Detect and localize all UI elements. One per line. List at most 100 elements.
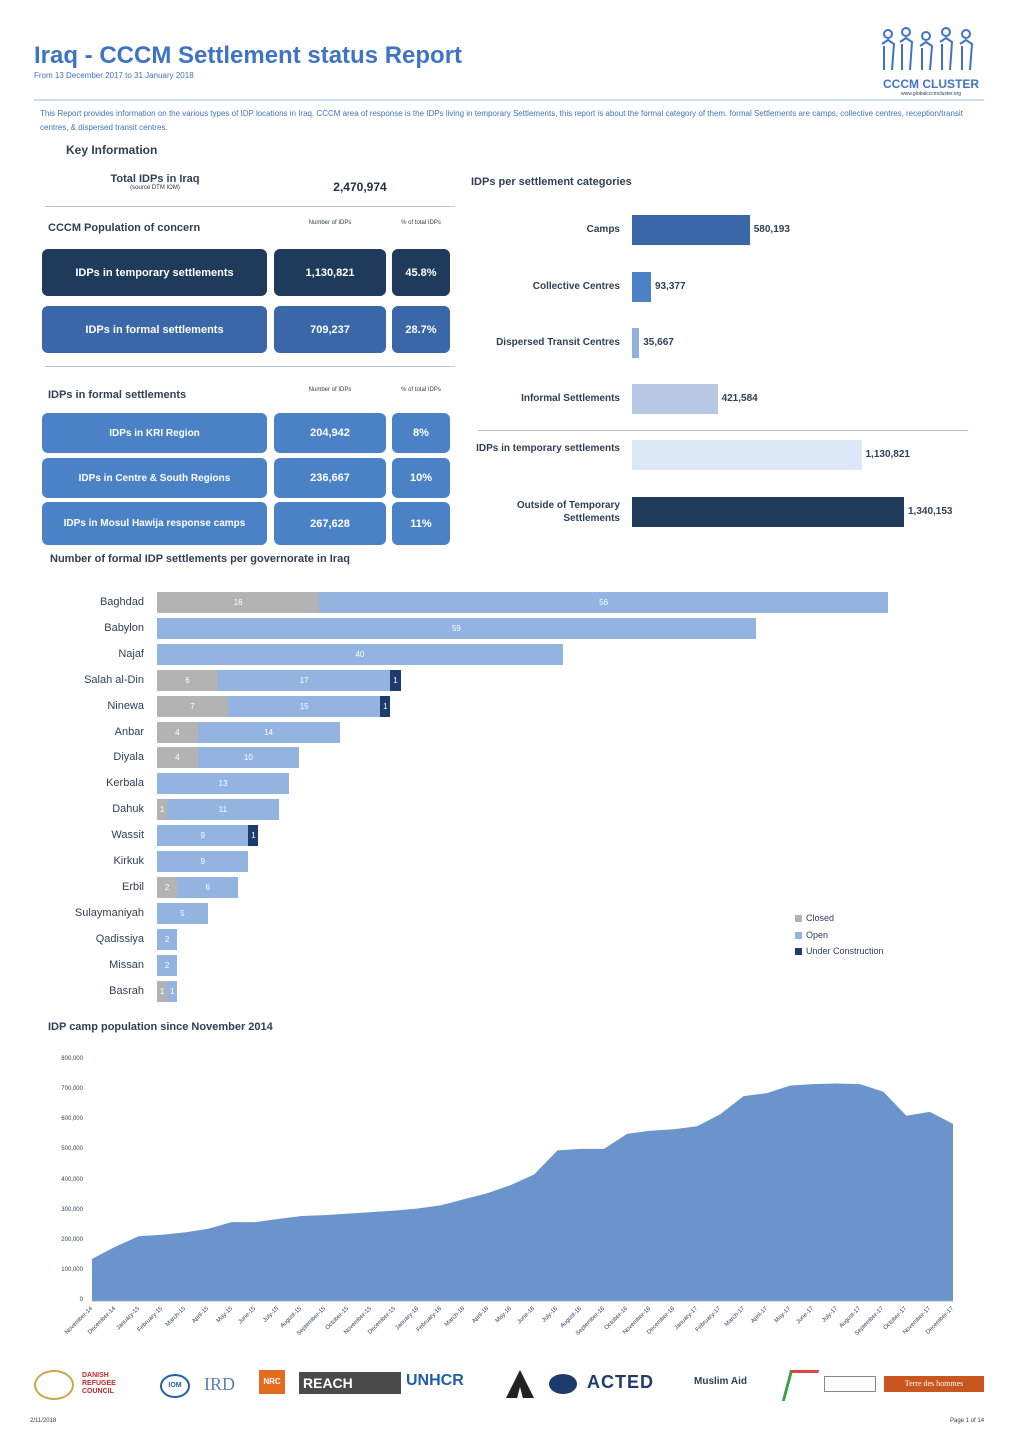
governorate-label: Anbar: [114, 725, 144, 738]
bar-idps-in-temporary-settlements: [632, 440, 862, 470]
acted-logo: ACTED: [587, 1372, 654, 1392]
y-tick-label: 800,000: [61, 1056, 83, 1062]
governorate-label: Erbil: [121, 880, 144, 893]
total-idps-block: Total IDPs in Iraq (source DTM IOM): [60, 173, 250, 191]
key-info-heading: Key Information: [66, 143, 158, 157]
bar-value-informal-settlements: 421,584: [721, 393, 758, 404]
bar-under-construction-salah-al-din: 1: [390, 669, 401, 691]
category-label: Dispersed Transit Centres: [496, 337, 620, 348]
governorate-label: Kirkuk: [113, 855, 144, 867]
formal-heading: IDPs in formal settlements: [48, 389, 187, 401]
kri-number: 204,942: [274, 413, 386, 453]
categories-divider: [478, 430, 968, 431]
bar-closed-erbil: 2: [157, 876, 178, 898]
y-tick-label: 200,000: [61, 1236, 83, 1243]
bar-closed-anbar: 4: [157, 721, 198, 743]
y-tick-label: 400,000: [61, 1176, 83, 1183]
legend-open-swatch: [795, 931, 802, 939]
divider: [45, 366, 455, 367]
legend-open: Open: [795, 930, 828, 940]
mosul-number: 267,628: [274, 502, 386, 545]
centre-south-percent: 10%: [392, 458, 450, 498]
bar-closed-dahuk: 1: [157, 799, 168, 821]
bar-open-baghdad: 56: [319, 592, 888, 613]
bar-open-missan: 2: [157, 954, 178, 976]
formal-settlements-percent: 28.7%: [392, 306, 450, 353]
bar-open-kirkuk: 9: [157, 851, 249, 872]
y-tick-label: 500,000: [61, 1146, 83, 1153]
cccm-cluster-url: www.globalcccmcluster.org: [900, 91, 962, 97]
bar-value-dispersed-transit-centres: 35,667: [643, 337, 674, 348]
cccm-cluster-logo: CCCM CLUSTER www.globalcccmcluster.org: [876, 24, 986, 98]
y-tick-label: 600,000: [61, 1116, 83, 1123]
ird-logo: IRD: [204, 1374, 235, 1394]
camp-population-chart: 0 100,000 200,000 300,000 400,000 500,000 600,…: [0, 1050, 1024, 1350]
legend-open-label: Open: [806, 930, 829, 940]
category-label: IDPs in temporary settlements: [476, 443, 620, 454]
col-percent-header: % of total IDPs: [401, 387, 441, 393]
footer-date: 2/11/2018: [30, 1418, 57, 1424]
governorate-label: Babylon: [104, 621, 144, 634]
governorate-label: Kerbala: [106, 777, 144, 790]
muslim-aid-logo: Muslim Aid: [694, 1376, 747, 1387]
bar-open-qadissiya: 2: [157, 928, 178, 950]
bar-open-basrah: 1: [167, 980, 178, 1002]
unhcr-logo: UNHCR: [406, 1372, 464, 1389]
bar-open-najaf: 40: [157, 643, 563, 665]
y-tick-label: 0: [79, 1297, 83, 1303]
bar-open-diyala: 10: [197, 747, 300, 769]
bar-closed-basrah: 1: [157, 980, 168, 1002]
intro-text: This Report provides information on the …: [40, 109, 963, 132]
bar-open-anbar: 14: [197, 721, 340, 743]
bar-closed-diyala: 4: [157, 747, 198, 769]
camp-population-chart-title: IDP camp population since November 2014: [48, 1021, 273, 1033]
partner-banner-logo: [824, 1376, 876, 1392]
rescue-logo: [506, 1370, 534, 1398]
bar-under-construction-wassit: 1: [248, 825, 259, 847]
bar-dispersed-transit-centres: [632, 328, 640, 358]
governorate-label: Sulaymaniyah: [74, 906, 144, 919]
governorate-label: Diyala: [113, 751, 144, 764]
bar-open-kerbala: 13: [157, 773, 289, 795]
footer-page-number: Page 1 of 14: [950, 1418, 985, 1424]
total-idps-value: 2,470,974: [333, 180, 387, 194]
temp-settlements-number: 1,130,821: [274, 249, 386, 296]
centre-south-number: 236,667: [274, 458, 386, 498]
col-percent-header: % of total IDPs: [401, 220, 441, 226]
governorate-label: Qadissiya: [95, 932, 144, 945]
governorate-label: Ninewa: [107, 699, 144, 712]
legend-under-construction: Under Construction: [795, 946, 884, 956]
governorate-label: Basrah: [109, 984, 144, 997]
drc-logo: DANISH REFUGEE COUNCIL: [82, 1372, 116, 1395]
categories-chart-title: IDPs per settlement categories: [471, 176, 632, 188]
header-divider: [34, 99, 984, 101]
bar-value-camps: 580,193: [753, 224, 790, 235]
category-label: Informal Settlements: [521, 393, 620, 404]
settlement-categories-chart: Camps 580,193 Collective Centres 93,377 Disp…: [470, 200, 985, 540]
legend-closed-swatch: [795, 914, 802, 922]
category-label: Camps: [586, 224, 620, 235]
camp-population-area: [92, 1083, 953, 1301]
people-group-icon: [881, 27, 974, 71]
area-chart-svg: [92, 1083, 953, 1302]
partner-figure-logo: [781, 1370, 820, 1401]
bar-open-sulaymaniyah: 5: [157, 902, 208, 924]
y-tick-label: 100,000: [61, 1266, 83, 1273]
governorate-settlements-chart: Baghdad 16 56 Babylon 59 Najaf 40 Salah al-Din 6…: [0, 588, 1024, 1008]
legend-under-construction-label: Under Construction: [806, 946, 884, 956]
temp-settlements-percent: 45.8%: [392, 249, 450, 296]
report-date-range: From 13 December 2017 to 31 January 2018: [34, 71, 194, 80]
y-tick-label: 700,000: [61, 1086, 83, 1093]
y-tick-label: 300,000: [61, 1206, 83, 1213]
governorate-chart-title: Number of formal IDP settlements per gov…: [50, 553, 350, 565]
bar-open-ninewa: 15: [228, 695, 381, 717]
bar-open-erbil: 6: [177, 876, 239, 898]
category-label: Outside of Temporary Settlements: [516, 500, 620, 524]
governorate-label: Najaf: [118, 647, 144, 660]
mosul-label: IDPs in Mosul Hawija response camps: [42, 502, 267, 545]
bar-closed-salah-al-din: 6: [157, 669, 218, 691]
bar-open-wassit: 9: [157, 825, 249, 847]
legend-closed: Closed: [795, 913, 834, 923]
bar-value-collective-centres: 93,377: [654, 281, 686, 292]
un-emblem-logo: [549, 1374, 577, 1394]
